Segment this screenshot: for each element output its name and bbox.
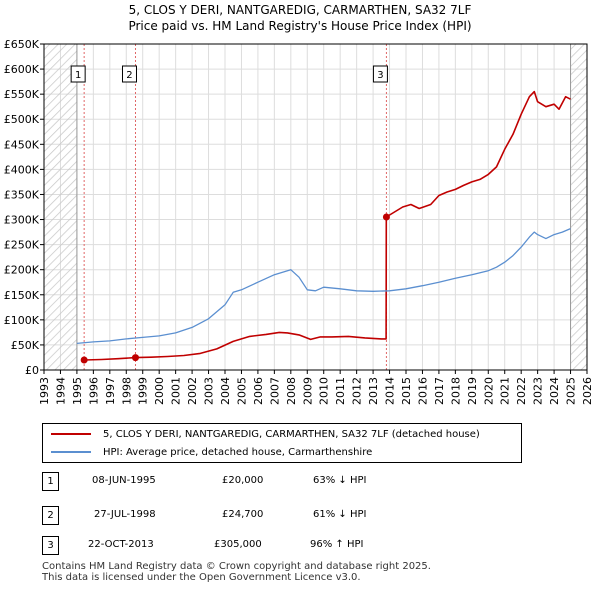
sale-price: £305,000 xyxy=(214,539,262,550)
y-tick-label: £150K xyxy=(4,289,40,302)
sale-point-2 xyxy=(131,354,139,362)
hatched-region xyxy=(44,44,77,370)
sale-marker-box xyxy=(372,65,388,83)
x-tick-label: 2025 xyxy=(565,377,578,405)
y-tick-label: £600K xyxy=(4,63,40,76)
sale-price: £24,700 xyxy=(222,509,264,520)
table-row: 1 08-JUN-1995 £20,000 63% ↓ HPI xyxy=(0,472,600,492)
sale-hpi-change: 96% ↑ HPI xyxy=(310,539,364,550)
chart-subtitle: Price paid vs. HM Land Registry's House … xyxy=(128,19,472,33)
y-tick-label: £650K xyxy=(4,38,40,51)
sale-point-3 xyxy=(382,213,390,221)
sale-hpi-change: 63% ↓ HPI xyxy=(313,475,367,486)
x-tick-label: 2003 xyxy=(203,377,216,405)
grid xyxy=(43,43,588,371)
sale-marker-1: 1 xyxy=(70,65,86,83)
x-tick-label: 2019 xyxy=(466,377,479,405)
x-tick-label: 2005 xyxy=(235,377,248,405)
legend-swatch-property xyxy=(51,433,91,435)
sale-number: 2 xyxy=(42,506,59,525)
x-tick-label: 2000 xyxy=(153,377,166,405)
y-tick-label: £350K xyxy=(4,188,40,201)
sale-marker-label: 3 xyxy=(377,70,383,81)
y-tick-label: £300K xyxy=(4,214,40,227)
x-tick-label: 2022 xyxy=(515,377,528,405)
y-tick-label: £50K xyxy=(11,339,40,352)
sale-date: 08-JUN-1995 xyxy=(92,475,156,486)
x-tick-label: 2008 xyxy=(285,377,298,405)
plot-frame xyxy=(43,43,588,371)
legend-label-hpi: HPI: Average price, detached house, Carm… xyxy=(103,446,373,458)
legend: 5, CLOS Y DERI, NANTGAREDIG, CARMARTHEN,… xyxy=(42,423,522,463)
sale-points xyxy=(80,213,390,364)
x-tick-label: 2007 xyxy=(268,377,281,405)
x-tick-label: 2016 xyxy=(416,377,429,405)
legend-swatch-hpi xyxy=(51,451,91,453)
hatched-regions xyxy=(44,44,587,370)
sale-marker-label: 1 xyxy=(75,70,81,81)
x-tick-label: 1999 xyxy=(137,377,150,405)
y-tick-label: £500K xyxy=(4,113,40,126)
sale-price: £20,000 xyxy=(222,475,264,486)
series-lines xyxy=(76,90,571,361)
x-tick-label: 2018 xyxy=(449,377,462,405)
hatched-region xyxy=(570,44,587,370)
y-tick-label: £200K xyxy=(4,264,40,277)
x-tick-label: 2006 xyxy=(252,377,265,405)
x-tick-label: 1997 xyxy=(104,377,117,405)
sale-date: 22-OCT-2013 xyxy=(88,539,154,550)
legend-item-hpi: HPI: Average price, detached house, Carm… xyxy=(51,443,372,461)
chart-title: 5, CLOS Y DERI, NANTGAREDIG, CARMARTHEN,… xyxy=(128,3,472,17)
sale-point-1 xyxy=(80,356,88,364)
sale-marker-labels: 1 2 3 xyxy=(70,65,388,83)
x-tick-label: 2015 xyxy=(400,377,413,405)
x-tick-label: 2026 xyxy=(581,377,594,405)
x-tick-label: 1994 xyxy=(54,377,67,405)
sale-hpi-change: 61% ↓ HPI xyxy=(313,509,367,520)
sale-vlines xyxy=(83,44,387,370)
legend-label-property: 5, CLOS Y DERI, NANTGAREDIG, CARMARTHEN,… xyxy=(103,428,480,440)
x-tick-label: 2011 xyxy=(334,377,347,405)
sale-marker-label: 2 xyxy=(126,70,132,81)
y-tick-label: £100K xyxy=(4,314,40,327)
sale-marker-box xyxy=(70,65,86,83)
sale-number: 3 xyxy=(42,536,59,555)
x-tick-label: 2001 xyxy=(170,377,183,405)
price-chart: £0 £50K £100K £150K £200K £250K £300K £350K £400… xyxy=(4,38,594,405)
table-row: 2 27-JUL-1998 £24,700 61% ↓ HPI xyxy=(0,506,600,526)
x-tick-label: 2014 xyxy=(384,377,397,405)
sale-marker-3: 3 xyxy=(372,65,388,83)
y-tick-label: £550K xyxy=(4,88,40,101)
x-tick-label: 2012 xyxy=(351,377,364,405)
x-tick-label: 1996 xyxy=(87,377,100,405)
y-tick-label: £250K xyxy=(4,239,40,252)
legend-item-property: 5, CLOS Y DERI, NANTGAREDIG, CARMARTHEN,… xyxy=(51,425,480,443)
x-tick-label: 1995 xyxy=(71,377,84,405)
sale-number: 1 xyxy=(42,472,59,491)
footer-licence: This data is licensed under the Open Gov… xyxy=(42,572,361,583)
x-tick-label: 2009 xyxy=(301,377,314,405)
footer-copyright: Contains HM Land Registry data © Crown c… xyxy=(42,561,431,572)
x-tick-label: 2013 xyxy=(367,377,380,405)
sale-marker-2: 2 xyxy=(121,65,137,83)
x-tick-label: 2021 xyxy=(499,377,512,405)
x-tick-label: 1993 xyxy=(38,377,51,405)
series-line-hpi xyxy=(76,228,571,345)
sale-marker-box xyxy=(121,65,137,83)
x-tick-label: 2017 xyxy=(433,377,446,405)
x-tick-label: 2010 xyxy=(318,377,331,405)
x-tick-label: 2002 xyxy=(186,377,199,405)
sale-date: 27-JUL-1998 xyxy=(94,509,156,520)
x-tick-label: 2023 xyxy=(532,377,545,405)
table-row: 3 22-OCT-2013 £305,000 96% ↑ HPI xyxy=(0,536,600,556)
series-line-property xyxy=(84,90,571,361)
x-tick-label: 2004 xyxy=(219,377,232,405)
x-tick-label: 2024 xyxy=(548,377,561,405)
x-tick-label: 1998 xyxy=(120,377,133,405)
y-tick-label: £0 xyxy=(25,364,39,377)
y-tick-label: £450K xyxy=(4,138,40,151)
x-tick-label: 2020 xyxy=(482,377,495,405)
y-tick-label: £400K xyxy=(4,163,40,176)
axes: £0 £50K £100K £150K £200K £250K £300K £350K £400… xyxy=(4,38,594,405)
